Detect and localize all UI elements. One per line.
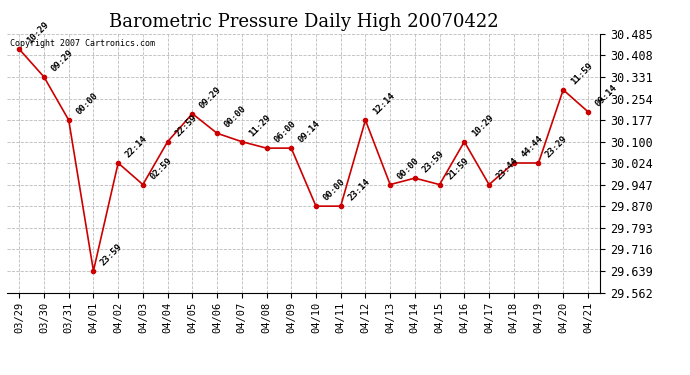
Text: 06:00: 06:00 xyxy=(272,119,297,145)
Text: 23:14: 23:14 xyxy=(346,177,372,203)
Text: 22:59: 22:59 xyxy=(173,113,199,138)
Text: 09:29: 09:29 xyxy=(50,48,75,74)
Text: Copyright 2007 Cartronics.com: Copyright 2007 Cartronics.com xyxy=(10,39,155,48)
Text: 10:29: 10:29 xyxy=(470,113,495,138)
Text: 21:59: 21:59 xyxy=(445,156,471,181)
Text: 11:59: 11:59 xyxy=(569,61,594,86)
Text: 44:44: 44:44 xyxy=(520,134,544,159)
Text: 00:00: 00:00 xyxy=(322,177,347,203)
Text: 09:29: 09:29 xyxy=(198,85,224,110)
Text: 23:59: 23:59 xyxy=(99,242,124,267)
Text: 11:29: 11:29 xyxy=(247,113,273,138)
Title: Barometric Pressure Daily High 20070422: Barometric Pressure Daily High 20070422 xyxy=(109,13,498,31)
Text: 23:29: 23:29 xyxy=(544,134,569,159)
Text: 02:59: 02:59 xyxy=(148,156,174,181)
Text: 09:14: 09:14 xyxy=(297,119,322,145)
Text: 00:00: 00:00 xyxy=(75,91,99,117)
Text: 10:29: 10:29 xyxy=(25,20,50,46)
Text: 23:44: 23:44 xyxy=(495,156,520,181)
Text: 09:14: 09:14 xyxy=(593,83,619,108)
Text: 00:00: 00:00 xyxy=(395,156,421,181)
Text: 23:59: 23:59 xyxy=(420,149,446,175)
Text: 00:00: 00:00 xyxy=(223,104,248,130)
Text: 22:14: 22:14 xyxy=(124,134,149,159)
Text: 12:14: 12:14 xyxy=(371,91,396,117)
